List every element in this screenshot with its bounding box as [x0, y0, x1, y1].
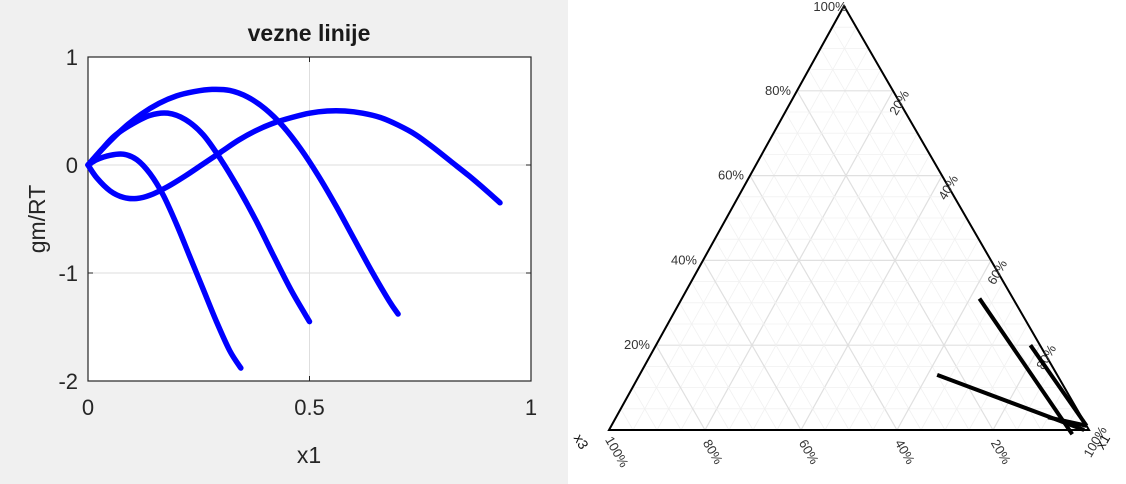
triangle-outline	[607, 3, 1091, 431]
chart-title: vezne linije	[248, 20, 371, 46]
grid-line	[831, 26, 1066, 431]
y-tick-label: -1	[58, 261, 78, 286]
grid-line	[620, 408, 634, 431]
grid-line	[824, 196, 955, 431]
grid-line	[667, 323, 730, 431]
grid-line	[702, 260, 802, 431]
grid-line	[737, 196, 874, 431]
y-axis-label: gm/RT	[24, 185, 50, 254]
x-tick-label: 0.5	[294, 395, 325, 420]
tick-label-right: 20%	[886, 87, 912, 117]
tick-label-bottom: 100%	[602, 434, 632, 471]
series-line-3	[85, 86, 401, 317]
y-tick-label: 1	[66, 45, 78, 70]
grid-line	[992, 344, 1041, 431]
grid-line	[655, 344, 706, 431]
grid-line	[726, 217, 850, 431]
tick-label-bottom: 20%	[988, 437, 1014, 467]
y-tick-label: 0	[66, 153, 78, 178]
grid-line	[680, 69, 882, 431]
grid-line	[643, 366, 682, 431]
grid-line	[808, 69, 1018, 431]
grid-line	[896, 260, 992, 431]
corner-label-top: 100%	[813, 0, 847, 14]
tick-label-left: 60%	[718, 168, 744, 183]
tick-label-left: 20%	[624, 337, 650, 352]
grid-line	[920, 281, 1004, 431]
grid-line	[690, 281, 778, 431]
y-tick-label: -2	[58, 369, 78, 394]
tie-lines-group	[936, 297, 1089, 436]
tick-label-right: 60%	[984, 257, 1010, 287]
grid-line	[784, 111, 970, 431]
grid-line	[679, 302, 754, 431]
series-line-4	[85, 107, 503, 206]
ternary-chart: 20%40%60%80% 20%40%60%80%100%100% 80% 60% 40…	[571, 0, 1114, 471]
tie-line-4	[1047, 415, 1087, 428]
tick-labels: 0 0.5 1 -2 -1 0 1	[58, 45, 537, 420]
grid-line	[872, 239, 980, 431]
grid-line	[728, 111, 906, 431]
tick-label-bottom: 60%	[796, 437, 822, 467]
tie-line-2	[1028, 344, 1089, 427]
corner-label-x3: x3	[571, 431, 592, 452]
x-tick-label: 1	[525, 395, 537, 420]
x-tick-label: 0	[82, 395, 94, 420]
tick-label-bottom: 40%	[892, 437, 918, 467]
tick-label-right: 40%	[935, 172, 961, 202]
tick-label-left: 40%	[671, 252, 697, 267]
grid-line	[848, 217, 967, 431]
series-group	[85, 86, 503, 371]
grid-line	[761, 154, 922, 431]
tie-line-energy-chart: 0 0.5 1 -2 -1 0 1 vezne linije x1 gm/RT	[24, 20, 537, 468]
corner-label-x1: x1	[1092, 431, 1113, 452]
grid-line	[1016, 366, 1053, 431]
grid-line	[714, 238, 826, 431]
tie-line-1	[977, 297, 1074, 436]
grid-line	[632, 27, 857, 431]
ternary-grid	[620, 26, 1078, 431]
grid-line	[632, 387, 658, 431]
left-figure: 0 0.5 1 -2 -1 0 1 vezne linije x1 gm/RT	[0, 0, 568, 484]
x-axis-label: x1	[297, 442, 321, 468]
tick-label-left: 80%	[765, 83, 791, 98]
series-line-1	[85, 151, 244, 371]
grid-line	[944, 302, 1016, 431]
grid-line	[776, 154, 931, 431]
right-figure: 20% 40% 60% 80% 20% 40% 60% 80% 100% 100% 80% 60% 40…	[568, 0, 1126, 484]
tick-label-bottom: 80%	[700, 437, 726, 467]
grid-line	[968, 323, 1029, 431]
